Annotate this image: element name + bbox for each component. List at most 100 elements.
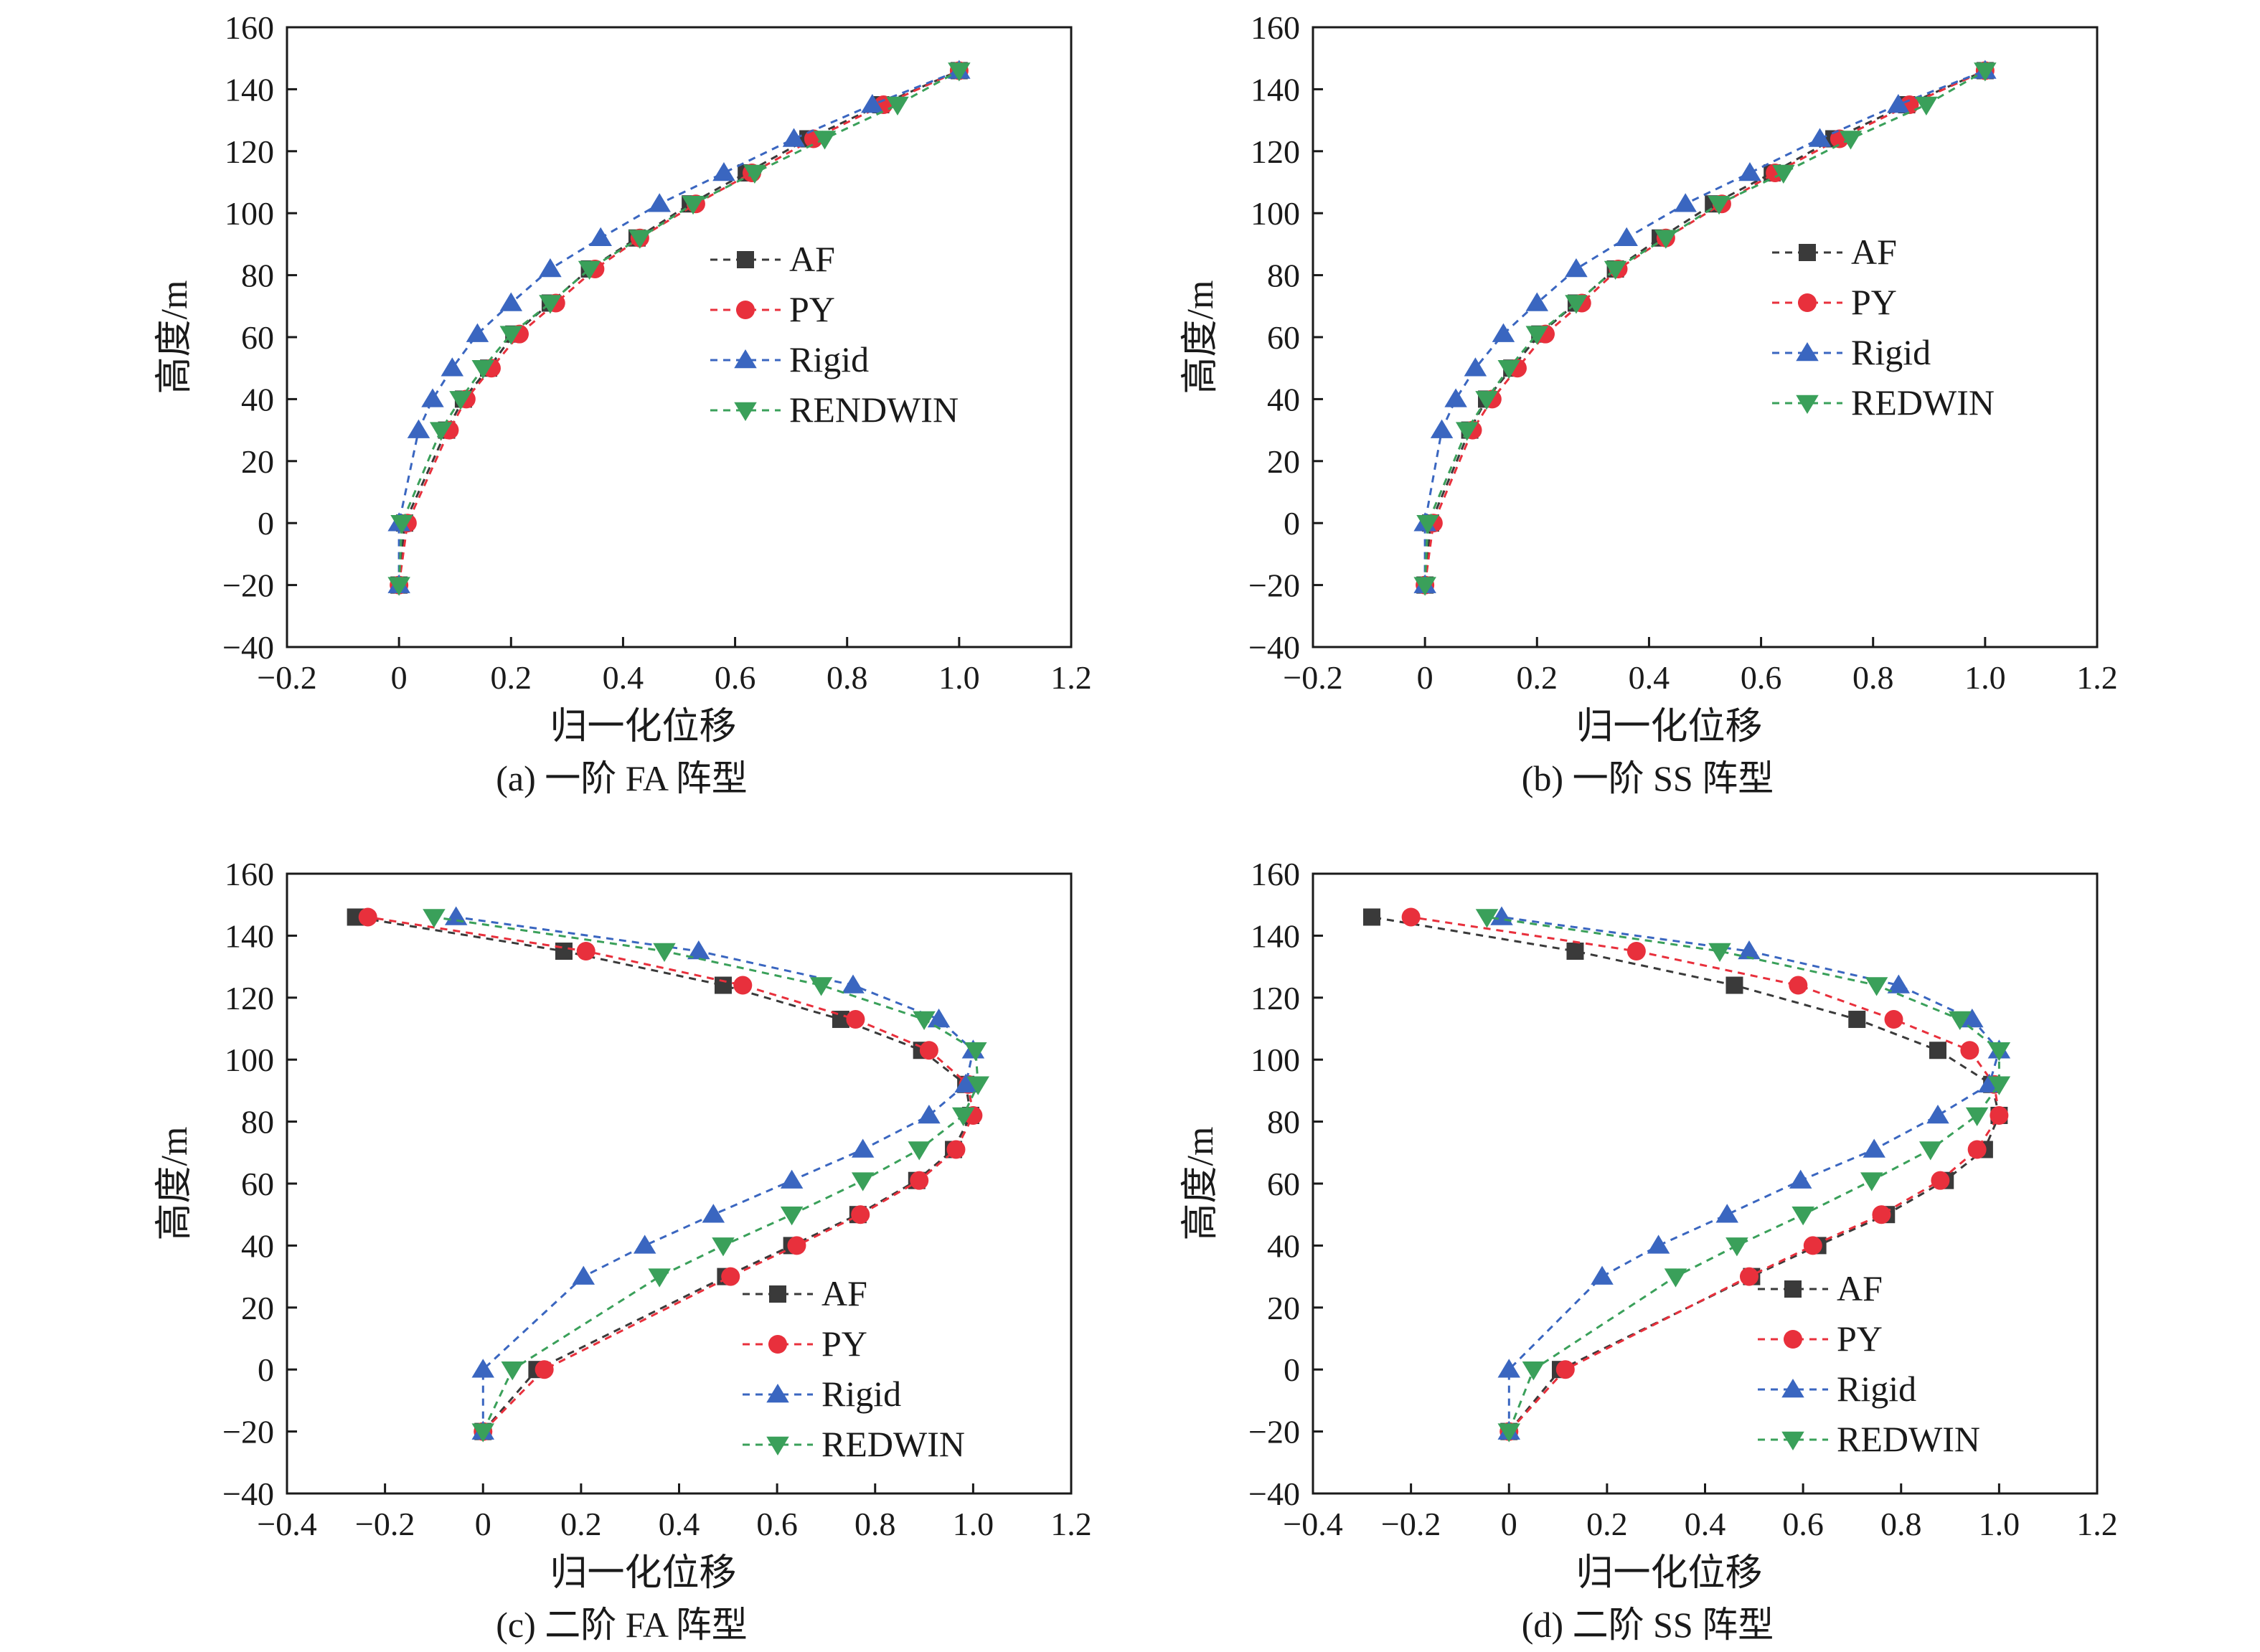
y-tick-label: 100: [225, 1042, 274, 1078]
y-tick-label: −20: [1248, 1414, 1300, 1450]
data-point: [1803, 1236, 1822, 1255]
data-point: [714, 976, 732, 994]
data-point: [648, 1268, 671, 1288]
data-point: [1565, 295, 1588, 314]
data-point: [407, 419, 430, 438]
x-tick-label: −0.2: [1283, 659, 1342, 696]
x-tick-label: −0.4: [1283, 1506, 1342, 1542]
data-point: [851, 1205, 870, 1224]
data-point: [1464, 357, 1487, 377]
data-point: [1591, 1265, 1614, 1285]
series-line: [1487, 916, 2000, 1432]
data-point: [449, 391, 472, 410]
data-point: [886, 96, 909, 115]
y-tick-label: 0: [258, 505, 274, 542]
y-tick-label: 80: [1267, 258, 1300, 294]
data-point: [1497, 1423, 1520, 1443]
data-point: [1626, 942, 1646, 960]
data-point: [1525, 326, 1549, 345]
y-tick-label: 140: [1251, 917, 1300, 954]
data-point: [1566, 943, 1584, 960]
y-tick-label: −20: [1248, 567, 1300, 604]
y-tick-label: −20: [222, 567, 274, 604]
data-point: [1918, 1141, 1942, 1161]
data-point: [576, 942, 595, 960]
legend-marker: [768, 1335, 787, 1354]
series-line: [1411, 916, 2000, 1432]
y-tick-label: 60: [241, 319, 274, 356]
legend-label-py: PY: [1837, 1318, 1883, 1359]
data-point: [1738, 162, 1761, 181]
data-point: [1654, 230, 1677, 249]
data-point: [813, 131, 837, 150]
data-point: [1674, 193, 1697, 212]
y-tick-label: 40: [1267, 1227, 1300, 1264]
data-point: [1929, 1042, 1946, 1059]
x-tick-label: 0.4: [1629, 659, 1670, 696]
legend-marker: [734, 402, 757, 421]
legend-label-af: AF: [789, 239, 835, 279]
data-point: [444, 906, 468, 925]
x-tick-label: 0: [475, 1506, 491, 1542]
y-tick-label: 100: [1251, 195, 1300, 232]
data-point: [589, 227, 612, 247]
chart-panel-1: −0.2 0 0.2 0.4 0.6 0.8 1.0 1.2 −40 −20 0 20 40 60 80 10…: [154, 9, 1092, 798]
data-point: [1664, 1268, 1687, 1288]
data-point: [1884, 1010, 1903, 1029]
data-point: [1497, 359, 1520, 379]
x-tick-label: 0.4: [659, 1506, 700, 1542]
data-point: [780, 1169, 804, 1189]
data-point: [712, 162, 735, 181]
legend-marker: [1796, 342, 1819, 362]
data-point: [1848, 1011, 1866, 1029]
series-line: [456, 916, 975, 1432]
x-tick-label: 1.0: [938, 659, 980, 696]
y-tick-label: 160: [1251, 9, 1300, 46]
series-rendwin: [387, 62, 971, 596]
data-point: [1960, 1041, 1979, 1060]
data-point: [441, 357, 464, 377]
data-point: [1615, 227, 1638, 247]
data-point: [1492, 323, 1515, 342]
plot-frame: [286, 26, 1073, 648]
data-point: [954, 1073, 977, 1093]
legend-marker: [769, 1285, 786, 1303]
y-tick-label: 40: [241, 381, 274, 417]
series-line: [1371, 916, 2000, 1432]
legend: AF PY Rigid REDWIN: [1772, 232, 1995, 423]
series-line: [1423, 70, 1986, 585]
legend-label-py: PY: [821, 1323, 867, 1364]
chart-panel-4: −0.4 −0.2 0 0.2 0.4 0.6 0.8 1.0 1.2 −40 −20 0 20 40 60…: [1180, 856, 2118, 1645]
series-line: [397, 70, 960, 585]
data-point: [653, 943, 676, 962]
series-line: [1423, 70, 1986, 585]
legend-marker: [1784, 1280, 1802, 1298]
data-point: [1791, 1206, 1814, 1226]
x-tick-label: 0.2: [491, 659, 532, 696]
series-rigid: [387, 60, 971, 593]
data-point: [918, 1104, 941, 1124]
y-tick-label: 60: [1267, 319, 1300, 356]
data-point: [1987, 1042, 2011, 1062]
data-point: [578, 260, 601, 280]
x-tick-label: 0.8: [1852, 659, 1894, 696]
y-tick-label: 140: [225, 917, 274, 954]
data-point: [1839, 131, 1863, 150]
data-point: [1455, 422, 1479, 441]
x-tick-label: 0.6: [756, 1506, 798, 1542]
series-af: [1362, 908, 2008, 1440]
legend-label-af: AF: [1837, 1268, 1883, 1308]
data-point: [851, 1138, 875, 1158]
y-tick-label: 120: [1251, 133, 1300, 170]
data-point: [682, 195, 705, 215]
x-tick-label: −0.4: [257, 1506, 316, 1542]
series-line: [1423, 70, 1986, 585]
chart-panel-2: −0.2 0 0.2 0.4 0.6 0.8 1.0 1.2 −40 −20 0 20 40 60 80 10…: [1180, 9, 2118, 798]
data-point: [1497, 1359, 1520, 1378]
y-axis-label: 高度/m: [154, 1127, 195, 1241]
data-point: [1965, 1107, 1989, 1126]
data-point: [910, 1171, 929, 1190]
legend-label-rendwin: RENDWIN: [789, 390, 959, 430]
x-tick-label: 0.2: [1586, 1506, 1628, 1542]
y-tick-label: 160: [225, 9, 274, 46]
